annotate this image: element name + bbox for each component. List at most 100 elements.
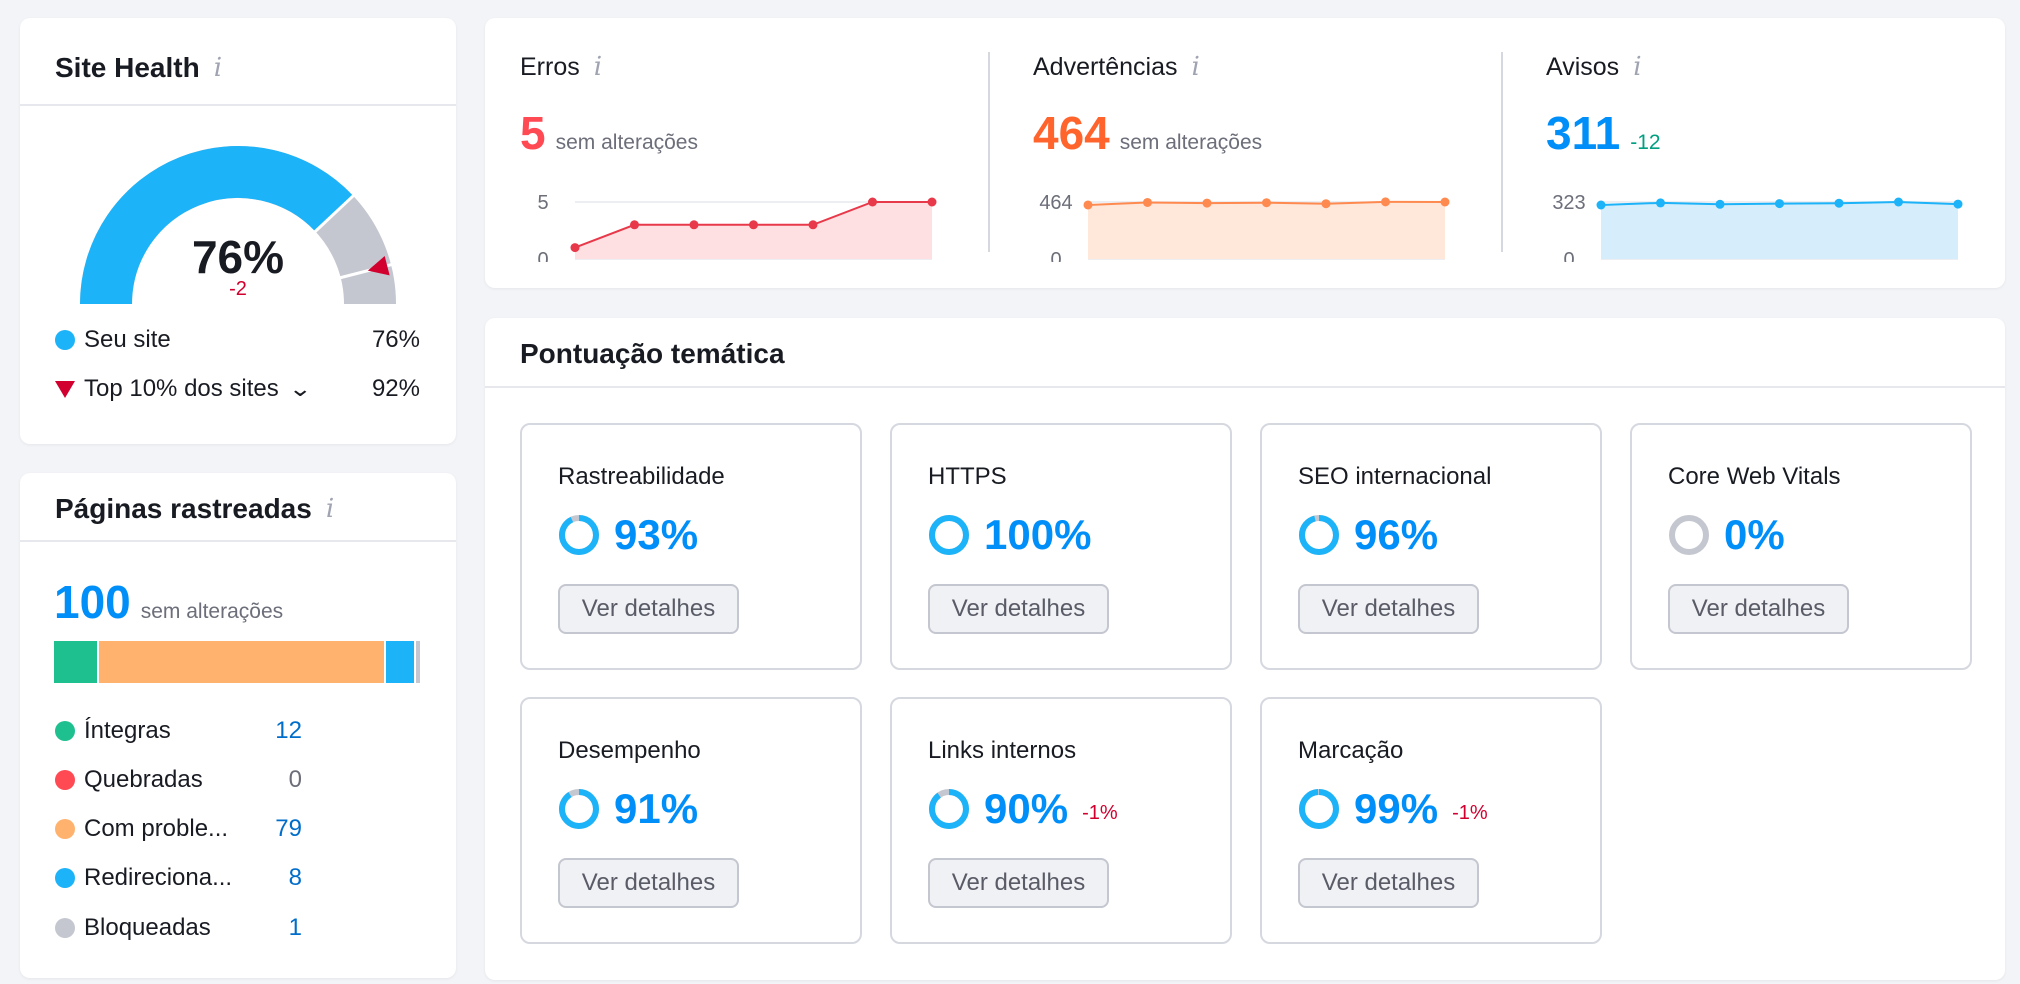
sparkline-point xyxy=(1381,197,1390,207)
sparkline-point xyxy=(1596,200,1606,210)
sparkline-point xyxy=(689,220,699,230)
your-site-dot-icon xyxy=(55,330,75,350)
crawl-status-label: Bloqueadas xyxy=(84,914,211,941)
view-details-button[interactable]: Ver detalhes xyxy=(1298,858,1479,908)
notices-label: Avisos i xyxy=(1546,52,1966,82)
sparkline-area xyxy=(575,202,932,259)
info-icon[interactable]: i xyxy=(1633,52,1642,82)
errors-sparkline: 50 xyxy=(537,192,937,262)
y-tick-label: 464 xyxy=(1039,192,1072,214)
chevron-down-icon[interactable]: ⌄ xyxy=(288,376,312,401)
y-tick-label: 5 xyxy=(537,192,548,214)
crawl-status-value[interactable]: 8 xyxy=(288,864,302,891)
notices-metric[interactable]: Avisos i 311 -12 323 0 xyxy=(1546,52,1966,262)
legend-your-site: Seu site 76% xyxy=(55,326,420,354)
errors-label: Erros i xyxy=(520,52,940,82)
status-dot-icon xyxy=(55,721,75,741)
notices-value[interactable]: 311 xyxy=(1546,107,1621,159)
tile-score: 96% xyxy=(1298,511,1438,559)
view-details-button[interactable]: Ver detalhes xyxy=(928,858,1109,908)
crawl-status-row[interactable]: Bloqueadas 1 xyxy=(55,914,302,942)
crawl-status-value[interactable]: 79 xyxy=(275,815,302,842)
crawl-status-label: Íntegras xyxy=(84,717,171,744)
thematic-tile[interactable]: Rastreabilidade 93% Ver detalhes xyxy=(520,423,862,670)
view-details-button[interactable]: Ver detalhes xyxy=(558,858,739,908)
thematic-title-text: Pontuação temática xyxy=(520,338,785,369)
tile-label: Desempenho xyxy=(558,737,701,764)
site-health-gauge xyxy=(80,146,396,305)
donut-fill xyxy=(1299,515,1339,555)
y-tick-label: 323 xyxy=(1552,192,1585,214)
crawl-status-label: Quebradas xyxy=(84,766,203,793)
view-details-button[interactable]: Ver detalhes xyxy=(1668,584,1849,634)
legend-label: Top 10% dos sites xyxy=(84,375,279,402)
info-icon[interactable]: i xyxy=(213,53,223,83)
thematic-tile[interactable]: Core Web Vitals 0% Ver detalhes xyxy=(1630,423,1972,670)
site-health-value: 76% xyxy=(191,231,285,283)
thematic-tile[interactable]: Desempenho 91% Ver detalhes xyxy=(520,697,862,944)
info-icon[interactable]: i xyxy=(593,52,603,82)
sparkline-point xyxy=(1083,200,1093,210)
info-icon[interactable]: i xyxy=(325,494,335,524)
crawl-status-row[interactable]: Quebradas 0 xyxy=(55,766,302,794)
legend-value: 76% xyxy=(371,326,420,353)
thematic-tile[interactable]: SEO internacional 96% Ver detalhes xyxy=(1260,423,1602,670)
crawl-status-row[interactable]: Íntegras 12 xyxy=(55,717,302,745)
sparkline-area xyxy=(1601,202,1958,259)
donut-icon xyxy=(1669,515,1709,555)
site-health-card: Site Health i 76% -2 Seu site 76% Top 10… xyxy=(20,18,456,444)
warnings-value[interactable]: 464 xyxy=(1033,107,1110,159)
sparkline-point xyxy=(1953,199,1963,209)
y-tick-label: 0 xyxy=(537,249,548,262)
legend-top10[interactable]: Top 10% dos sites ⌄ 92% xyxy=(55,375,420,403)
stacked-bar-segment[interactable] xyxy=(416,641,420,683)
thematic-title: Pontuação temática xyxy=(520,338,785,370)
crawl-status-value[interactable]: 12 xyxy=(275,717,302,744)
thematic-tile[interactable]: Marcação 99% -1% Ver detalhes xyxy=(1260,697,1602,944)
crawled-stacked-bar[interactable] xyxy=(54,641,420,683)
crawled-pages-card: Páginas rastreadas i 100 sem alterações … xyxy=(20,473,456,978)
thematic-tile[interactable]: HTTPS 100% Ver detalhes xyxy=(890,423,1232,670)
crawl-status-row[interactable]: Com proble... 79 xyxy=(55,815,302,843)
warnings-label-text: Advertências xyxy=(1033,52,1178,81)
tile-label: Core Web Vitals xyxy=(1668,463,1841,490)
divider xyxy=(988,52,990,252)
sparkline-point xyxy=(1262,198,1271,208)
stacked-bar-segment[interactable] xyxy=(54,641,98,683)
info-icon[interactable]: i xyxy=(1191,52,1200,82)
sparkline-point xyxy=(1834,198,1844,208)
errors-value[interactable]: 5 xyxy=(520,107,546,159)
view-details-button[interactable]: Ver detalhes xyxy=(558,584,739,634)
tile-score: 99% -1% xyxy=(1298,785,1488,833)
tile-score-change: -1% xyxy=(1082,801,1118,824)
notices-label-text: Avisos xyxy=(1546,52,1620,81)
crawled-total[interactable]: 100 sem alterações xyxy=(54,575,283,629)
tile-label: Marcação xyxy=(1298,737,1404,764)
thematic-tile[interactable]: Links internos 90% -1% Ver detalhes xyxy=(890,697,1232,944)
tile-score-change: -1% xyxy=(1452,801,1488,824)
sparkline-point xyxy=(570,243,580,253)
donut-track xyxy=(1669,515,1709,555)
sparkline-area xyxy=(1088,201,1445,259)
stacked-bar-segment[interactable] xyxy=(385,641,415,683)
top10-marker-icon xyxy=(367,256,390,276)
divider xyxy=(20,540,456,542)
sparkline-point xyxy=(1715,199,1725,209)
view-details-button[interactable]: Ver detalhes xyxy=(928,584,1109,634)
warnings-metric[interactable]: Advertências i 464 sem alterações 464 0 xyxy=(1033,52,1453,262)
errors-value-row: 5 sem alterações xyxy=(520,106,698,160)
donut-fill xyxy=(559,789,599,829)
stacked-bar-segment[interactable] xyxy=(99,641,384,683)
crawl-status-label: Com proble... xyxy=(84,815,229,842)
sparkline-point xyxy=(630,220,639,230)
view-details-button[interactable]: Ver detalhes xyxy=(1298,584,1479,634)
tile-label: Links internos xyxy=(928,737,1077,764)
crawl-status-row[interactable]: Redireciona... 8 xyxy=(55,864,302,892)
site-health-title: Site Health i xyxy=(55,52,222,84)
crawl-status-label: Redireciona... xyxy=(84,864,233,891)
tile-score-value: 96% xyxy=(1354,511,1439,558)
status-dot-icon xyxy=(55,868,75,888)
tile-label: HTTPS xyxy=(928,463,1007,490)
crawl-status-value[interactable]: 1 xyxy=(288,914,302,941)
